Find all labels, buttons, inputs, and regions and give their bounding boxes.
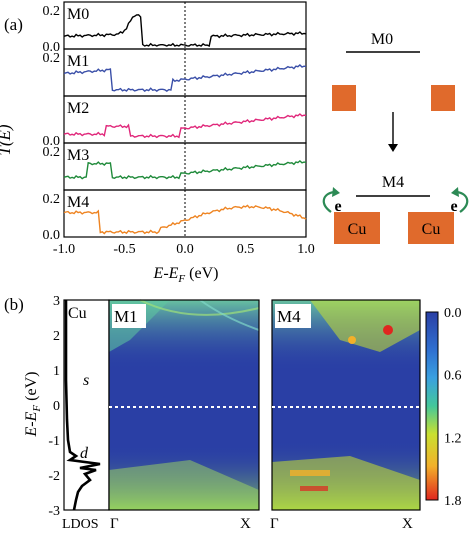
subpanel-label: M0 [67,6,89,23]
ytick-label: 0.2 [43,4,61,19]
ldos-s-label: s [83,372,89,389]
subpanel-label: M4 [67,194,89,211]
panel-b-yticks: 3 2 1 0 -1 -2 -3 [48,294,60,519]
m4-band-region-bottom [272,456,420,510]
band-map-m4: M4 Γ X [270,299,421,532]
subpanel-frame [63,142,307,191]
schematic: M0 M4 Cu Cu e e [322,31,469,244]
transmission-curve-m1 [63,64,307,92]
xtick-label: 0.0 [176,242,194,257]
subpanel-frame [63,95,307,144]
panel-a-ylabel: T(E) [0,124,14,156]
ytick-label: 1 [53,364,60,379]
curved-arrow-right-icon [456,190,469,213]
cu-atom-right [408,212,454,244]
xtick-label: 1.0 [297,242,315,257]
m1-band-line [199,299,260,331]
ytick-label: 0.0 [43,228,61,243]
ytick-label: 3 [53,294,60,309]
ldos-xlabel: LDOS [62,517,99,532]
ytick-label: 0.0 [43,40,61,55]
curved-arrow-left-icon [322,190,335,213]
m4-hotspot [300,486,328,491]
atom-square-left [332,85,356,111]
colorbar-tick-label: 0.6 [444,369,462,384]
m4-hotspot [290,470,330,476]
arrowhead-left-icon [332,187,340,197]
subpanel-label: M3 [67,147,89,164]
m4-gamma-label: Γ [270,516,279,532]
cu-atom-left-label: Cu [348,221,367,238]
ytick-label: 0.0 [43,134,61,149]
transmission-curve-m0 [63,14,307,47]
subpanel-frame [63,1,307,50]
schematic-top-label: M0 [371,31,393,48]
atom-square-right [431,85,455,111]
ytick-label: 0 [53,399,60,414]
m4-label-box [275,304,311,328]
transmission-curve-m3 [63,159,307,180]
electron-right-label: e [450,198,457,215]
subpanel-label: M2 [67,100,89,117]
ytick-label: 0.2 [43,51,61,66]
ldos-curve [64,300,101,511]
m1-gamma-label: Γ [110,516,119,532]
m4-hotspot [348,336,356,344]
down-arrow-icon [388,144,398,152]
ytick-label: -1 [48,434,60,449]
colorbar [425,311,439,501]
cu-atom-right-label: Cu [422,221,441,238]
m4-map-label: M4 [277,307,301,326]
transmission-curve-m4 [63,204,307,235]
m4-band-region-top [310,300,420,352]
ytick-label: 0.2 [43,192,61,207]
xtick-label: -0.5 [113,242,135,257]
xtick-label: -1.0 [53,242,75,257]
panel-a-label: (a) [4,15,23,34]
m1-band-line [139,299,260,316]
m1-frame [108,299,260,511]
transmission-curve-m2 [63,113,307,139]
ldos-panel [63,299,110,511]
m4-x-label: X [402,516,413,532]
panel-a-xlabel: E-EF (eV) [153,265,219,285]
panel-a-xticks: -1.0 -0.5 0.0 0.5 1.0 [53,242,315,257]
m4-frame [271,299,421,511]
ytick-label: -3 [48,504,60,519]
m1-map-label: M1 [114,307,138,326]
m1-band-region-bottom [109,460,259,510]
colorbar-tick-label: 1.8 [444,494,462,509]
m1-label-box [112,304,146,328]
m1-x-label: X [240,516,251,532]
subpanel-label: M1 [67,53,89,70]
cu-atom-left [334,212,380,244]
ytick-label: 0.2 [43,145,61,160]
arrowhead-right-icon [451,187,459,197]
m4-hotspot [383,325,393,335]
panel-b-label: (b) [4,295,24,314]
electron-left-label: e [334,198,341,215]
colorbar-tick-label: 0.0 [444,306,462,321]
band-map-m1: M1 Γ X [108,299,260,532]
colorbar-ticks: 0.0 0.6 1.2 1.8 [444,306,462,509]
subpanel-frame [63,48,307,97]
ytick-label: 2 [53,329,60,344]
ldos-element-label: Cu [68,305,87,322]
xtick-label: 0.5 [237,242,255,257]
panel-b-ylabel: E-EF (eV) [23,372,43,438]
ldos-d-label: d [80,445,89,462]
schematic-bottom-label: M4 [382,174,404,191]
colorbar-tick-label: 1.2 [444,431,462,446]
ytick-label: -2 [48,469,60,484]
